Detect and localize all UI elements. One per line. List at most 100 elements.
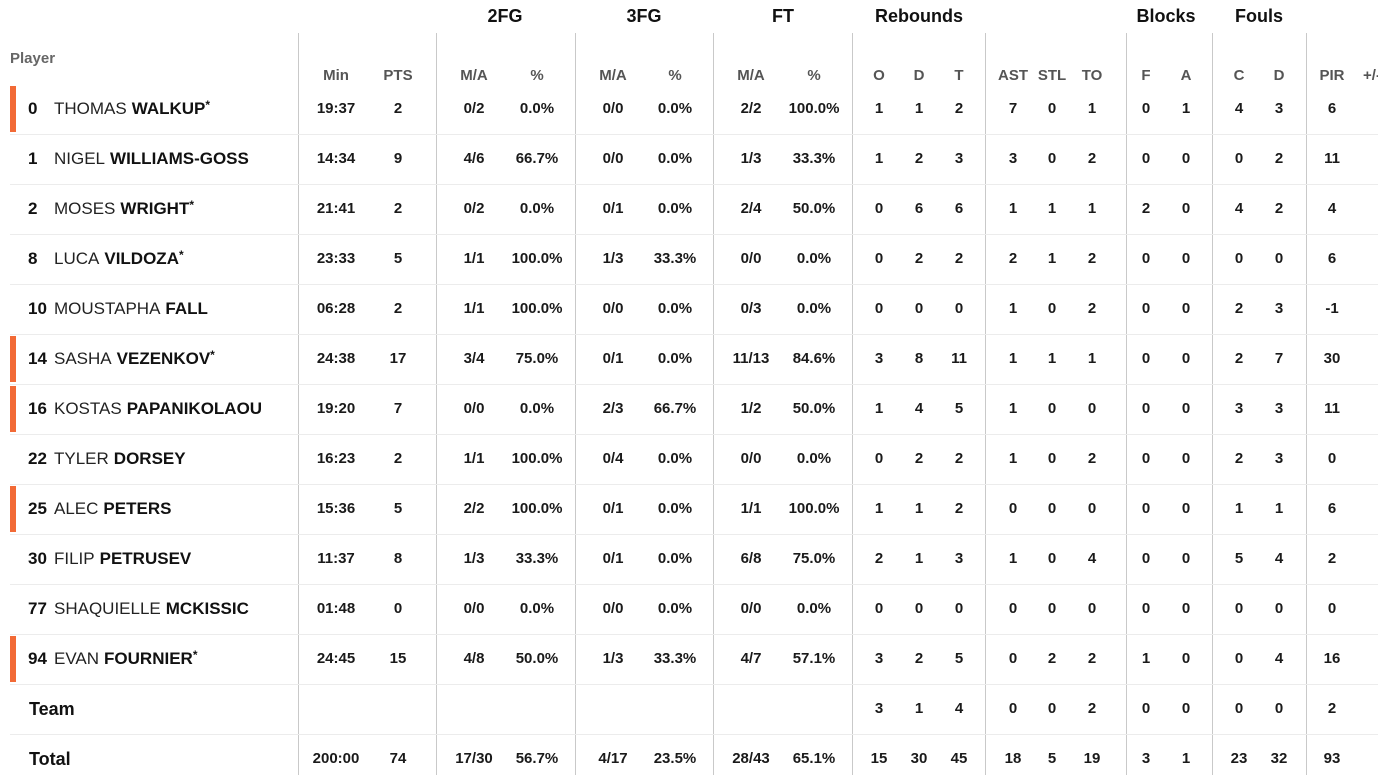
player-last-name: DORSEY (114, 434, 186, 484)
stat-cell: 1 (1008, 450, 1018, 467)
stat-cell: 1 (1008, 300, 1018, 317)
player-last-name: VILDOZA* (104, 234, 183, 285)
stat-cell: 5 (1047, 750, 1057, 767)
column-header: A (1180, 67, 1192, 84)
stat-cell: 0 (1008, 500, 1018, 517)
stat-cell: 84.6% (792, 350, 836, 367)
stat-cell: 2/2 (463, 500, 485, 517)
stat-cell: 0 (1087, 500, 1097, 517)
stat-cell: 3 (954, 550, 964, 567)
stat-cell: 4/6 (463, 150, 485, 167)
stat-cell: 1 (914, 550, 924, 567)
stat-cell: 2 (914, 150, 924, 167)
player-row: 94 EVAN FOURNIER* 24:45 15 4/8 50.0% 1/3 33.3% 4/… (10, 634, 1378, 685)
group-header: Rebounds (875, 6, 963, 26)
player-last-name-text: WILLIAMS-GOSS (110, 149, 249, 168)
stat-cell: 32 (1270, 750, 1288, 767)
stat-cell: 23:33 (316, 250, 356, 267)
column-divider (436, 33, 437, 775)
stat-cell: 65.1% (792, 750, 836, 767)
stat-cell: 33.3% (653, 650, 697, 667)
stat-cell: 0 (1181, 150, 1191, 167)
stat-cell: 0 (1181, 250, 1191, 267)
stat-cell: 0 (1274, 700, 1284, 717)
stat-cell: 30 (1323, 350, 1341, 367)
stat-cell: 2/3 (602, 400, 624, 417)
stat-cell: 17 (389, 350, 407, 367)
stat-cell: 0 (1181, 400, 1191, 417)
stat-cell: 0 (1047, 450, 1057, 467)
player-last-name-text: PETERS (103, 499, 172, 518)
stat-cell: 2 (1141, 200, 1151, 217)
player-last-name-text: DORSEY (113, 449, 186, 468)
stat-cell: 0.0% (657, 450, 693, 467)
stat-cell: 0 (874, 250, 884, 267)
player-last-name-text: FALL (165, 299, 208, 318)
stat-cell: 2 (954, 250, 964, 267)
player-row: 14 SASHA VEZENKOV* 24:38 17 3/4 75.0% 0/1 0.0% 11… (10, 334, 1378, 385)
stat-cell: 11 (1324, 400, 1340, 417)
column-divider (985, 33, 986, 775)
player-row: 10 MOUSTAPHA FALL 06:28 2 1/1 100.0% 0/0 0.0% 0/3… (10, 284, 1378, 335)
stat-cell (497, 684, 577, 734)
player-last-name-text: VEZENKOV (116, 349, 211, 368)
stat-cell: 24:38 (316, 350, 356, 367)
stat-cell: 33.3% (792, 150, 836, 167)
player-first-name: MOUSTAPHA (54, 299, 161, 318)
stat-cell: 0/0 (740, 250, 762, 267)
starter-accent-bar (10, 386, 16, 432)
player-first-name: THOMAS (54, 99, 127, 118)
starter-accent-bar (10, 86, 16, 132)
column-header: C (1233, 67, 1245, 84)
stat-cell: 0/3 (740, 300, 762, 317)
player-row: 22 TYLER DORSEY 16:23 2 1/1 100.0% 0/4 0.0% 0/0 0.… (10, 434, 1378, 485)
stat-cell: 0/4 (602, 450, 624, 467)
stat-cell: 0 (1047, 150, 1057, 167)
player-row: 8 LUCA VILDOZA* 23:33 5 1/1 100.0% 1/3 33.3% 0/0 0… (10, 234, 1378, 285)
stat-cell: 0.0% (657, 300, 693, 317)
stat-cell: 1 (874, 100, 884, 117)
stat-cell: 0 (954, 600, 964, 617)
stat-cell: 4/7 (740, 650, 762, 667)
stat-cell: 0/1 (602, 550, 624, 567)
column-header: M/A (460, 67, 488, 84)
player-last-name: VEZENKOV* (117, 334, 215, 385)
stat-cell: 100.0% (788, 500, 840, 517)
stat-cell: 3 (1274, 400, 1284, 417)
column-header: D (1273, 67, 1285, 84)
player-last-name-text: WRIGHT (120, 199, 190, 218)
stat-cell: 1 (1008, 550, 1018, 567)
stat-cell: 1 (1008, 200, 1018, 217)
stat-cell: 2 (1087, 650, 1097, 667)
stat-cell: 2/4 (740, 200, 762, 217)
stat-cell: 3 (874, 350, 884, 367)
player-row: 2 MOSES WRIGHT* 21:41 2 0/2 0.0% 0/1 0.0% 2/4 50.0… (10, 184, 1378, 235)
column-header: F (1141, 67, 1151, 84)
stat-cell: 2 (874, 550, 884, 567)
stat-cell: 0 (1181, 650, 1191, 667)
jersey-number: 77 (28, 599, 47, 618)
stat-cell: 0 (1047, 100, 1057, 117)
stat-cell: 0 (1181, 450, 1191, 467)
column-header: TO (1081, 67, 1103, 84)
stat-cell: 2 (914, 450, 924, 467)
stat-cell: 4 (1087, 550, 1097, 567)
stat-cell: 0.0% (657, 150, 693, 167)
stat-cell: 6 (1327, 100, 1337, 117)
stat-cell: 0 (1181, 350, 1191, 367)
player-last-name: WILLIAMS-GOSS (110, 134, 249, 184)
stat-cell: 33.3% (653, 250, 697, 267)
stat-cell: 0 (1234, 250, 1244, 267)
stat-cell: 3 (1274, 300, 1284, 317)
stat-cell: 4 (1274, 650, 1284, 667)
stat-cell: 100.0% (788, 100, 840, 117)
stat-cell: 2 (1234, 450, 1244, 467)
player-row: 16 KOSTAS PAPANIKOLAOU 19:20 7 0/0 0.0% 2/3 66.7… (10, 384, 1378, 435)
stat-cell: 0 (1141, 400, 1151, 417)
stat-cell: 0/1 (602, 200, 624, 217)
stat-cell: 0/0 (602, 300, 624, 317)
stat-cell: 0 (1047, 700, 1057, 717)
stat-cell: 6 (1327, 500, 1337, 517)
stat-cell: 1/1 (463, 450, 485, 467)
player-last-name: PAPANIKOLAOU (127, 384, 262, 434)
